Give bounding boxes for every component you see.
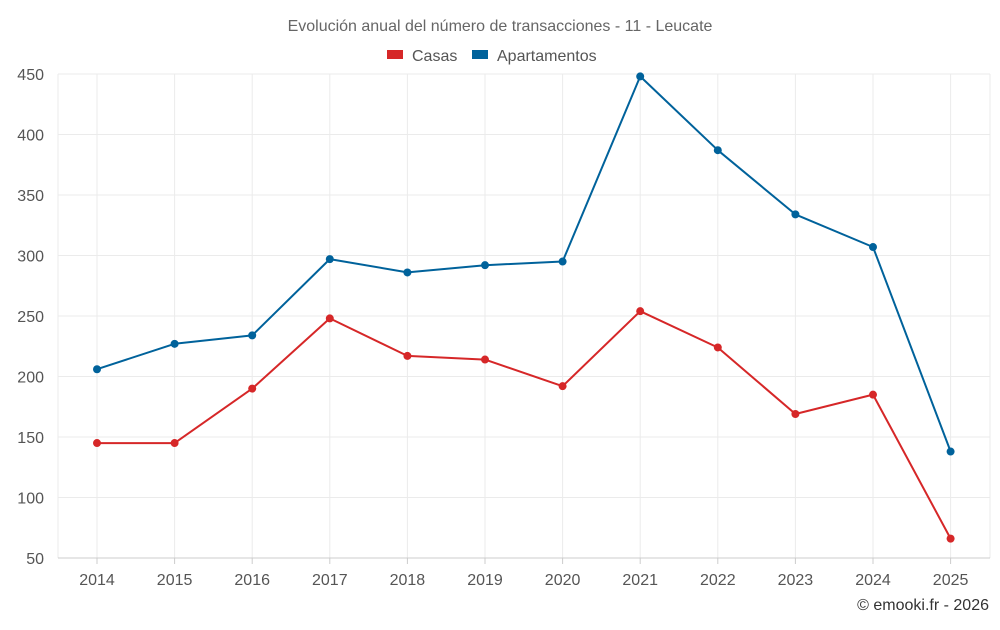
y-tick-label: 250 xyxy=(17,309,44,326)
x-tick-label: 2023 xyxy=(778,572,814,589)
data-point-apartamentos[interactable] xyxy=(713,146,722,155)
data-point-casas[interactable] xyxy=(791,410,800,419)
y-tick-label: 450 xyxy=(17,67,44,84)
data-point-apartamentos[interactable] xyxy=(558,257,567,266)
data-point-casas[interactable] xyxy=(636,307,645,316)
data-point-casas[interactable] xyxy=(558,382,567,391)
series-apartamentos xyxy=(93,72,955,456)
data-point-casas[interactable] xyxy=(248,384,257,393)
x-tick-label: 2015 xyxy=(157,572,193,589)
series-casas xyxy=(93,307,955,543)
series-line-casas xyxy=(97,310,952,540)
y-tick-label: 300 xyxy=(17,249,44,266)
chart-legend: Casas Apartamentos xyxy=(387,48,597,65)
y-tick-label: 350 xyxy=(17,188,44,205)
x-tick-label: 2014 xyxy=(79,572,115,589)
data-point-casas[interactable] xyxy=(93,439,101,448)
data-series xyxy=(93,72,955,543)
data-point-casas[interactable] xyxy=(946,534,955,543)
data-point-apartamentos[interactable] xyxy=(791,210,800,219)
x-tick-label: 2016 xyxy=(234,572,270,589)
data-point-casas[interactable] xyxy=(403,351,412,360)
legend-swatch-apartamentos xyxy=(472,50,488,59)
legend-label-apartamentos[interactable]: Apartamentos xyxy=(497,48,597,65)
gridlines xyxy=(57,73,991,559)
x-tick-label: 2017 xyxy=(312,572,348,589)
data-point-casas[interactable] xyxy=(713,343,722,352)
chart-title: Evolución anual del número de transaccio… xyxy=(288,18,713,35)
data-point-apartamentos[interactable] xyxy=(403,268,412,277)
credit-text: © emooki.fr - 2026 xyxy=(857,597,989,614)
data-point-apartamentos[interactable] xyxy=(636,72,645,81)
x-tick-label: 2024 xyxy=(855,572,891,589)
x-tick-label: 2020 xyxy=(545,572,581,589)
data-point-apartamentos[interactable] xyxy=(248,331,257,340)
x-tick-label: 2021 xyxy=(622,572,658,589)
y-axis-ticks: 50 100 150 200 250 300 350 400 450 xyxy=(17,67,44,568)
data-point-apartamentos[interactable] xyxy=(170,339,179,348)
legend-label-casas[interactable]: Casas xyxy=(412,48,457,65)
data-point-casas[interactable] xyxy=(170,439,179,448)
y-tick-label: 150 xyxy=(17,430,44,447)
y-tick-label: 50 xyxy=(26,551,44,568)
data-point-casas[interactable] xyxy=(869,390,877,399)
data-point-apartamentos[interactable] xyxy=(481,261,489,270)
data-point-apartamentos[interactable] xyxy=(325,255,334,264)
series-line-apartamentos xyxy=(96,75,952,452)
data-point-casas[interactable] xyxy=(481,355,489,364)
y-tick-label: 200 xyxy=(17,370,44,387)
y-tick-label: 100 xyxy=(17,491,44,508)
data-point-casas[interactable] xyxy=(325,314,334,323)
x-tick-label: 2019 xyxy=(467,572,503,589)
data-point-apartamentos[interactable] xyxy=(946,447,955,456)
axes xyxy=(58,557,990,564)
x-tick-label: 2025 xyxy=(933,572,969,589)
x-tick-label: 2022 xyxy=(700,572,736,589)
x-axis-ticks: 2014 2015 2016 2017 2018 2019 2020 2021 2022 2023… xyxy=(79,572,968,589)
data-point-apartamentos[interactable] xyxy=(869,243,877,252)
y-tick-label: 400 xyxy=(17,128,44,145)
x-tick-label: 2018 xyxy=(390,572,426,589)
legend-swatch-casas xyxy=(387,50,403,59)
data-point-apartamentos[interactable] xyxy=(93,365,101,374)
